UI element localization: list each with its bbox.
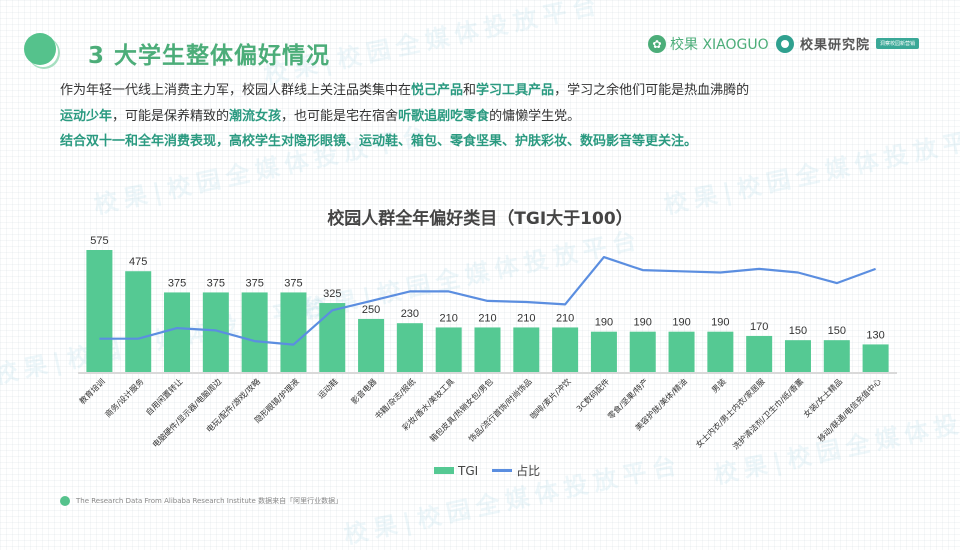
x-tick-label: 咖啡/麦片/冲饮 bbox=[528, 376, 573, 421]
bar-data-label: 210 bbox=[440, 312, 458, 324]
bar-data-label: 575 bbox=[90, 235, 108, 247]
x-tick-label: 教育培训 bbox=[77, 376, 107, 406]
bar-tgi bbox=[242, 292, 268, 372]
bar-tgi bbox=[746, 336, 772, 372]
bar-tgi bbox=[824, 340, 850, 372]
bar-data-label: 170 bbox=[750, 321, 768, 333]
bar-data-label: 210 bbox=[556, 312, 574, 324]
bars-layer bbox=[86, 250, 888, 372]
x-tick-label: 饰品/流行首饰/时尚饰品 bbox=[466, 376, 533, 443]
x-tick-label: 女装/女士精品 bbox=[801, 376, 844, 419]
bar-data-label: 190 bbox=[634, 317, 652, 329]
bar-data-label: 375 bbox=[245, 277, 263, 289]
bar-tgi bbox=[863, 344, 889, 372]
bar-tgi bbox=[513, 327, 539, 372]
bar-tgi bbox=[552, 327, 578, 372]
bar-data-label: 130 bbox=[866, 329, 884, 341]
bar-tgi bbox=[436, 327, 462, 372]
legend-bar-label: TGI bbox=[458, 464, 478, 478]
x-tick-label: 电脑硬件/显示器/电脑周边 bbox=[150, 376, 223, 449]
bar-tgi bbox=[707, 332, 733, 372]
x-tick-label: 洗护清洁剂/卫生巾/纸/香薰 bbox=[730, 376, 805, 451]
bar-tgi bbox=[475, 327, 501, 372]
x-tick-label: 移动/联通/电信充值中心 bbox=[816, 376, 883, 443]
bar-tgi bbox=[591, 332, 617, 372]
x-tick-label: 零食/坚果/特产 bbox=[605, 376, 650, 421]
x-tick-label: 影音电器 bbox=[349, 376, 379, 406]
bar-tgi bbox=[164, 292, 190, 372]
x-tick-label: 箱包皮具/热销女包/男包 bbox=[427, 376, 494, 443]
legend-line-swatch-icon bbox=[492, 469, 512, 472]
bar-data-label: 210 bbox=[478, 312, 496, 324]
footer-source: The Research Data From Alibaba Research … bbox=[60, 496, 342, 506]
bar-tgi bbox=[669, 332, 695, 372]
bar-tgi bbox=[397, 323, 423, 372]
bar-data-label: 375 bbox=[284, 277, 302, 289]
x-tick-label: 运动鞋 bbox=[316, 376, 340, 400]
x-tick-label: 商务/设计服务 bbox=[103, 376, 146, 419]
bar-data-label: 375 bbox=[168, 277, 186, 289]
x-tick-label: 3C数码配件 bbox=[574, 376, 611, 413]
footer-source-text: The Research Data From Alibaba Research … bbox=[76, 496, 342, 506]
bar-tgi bbox=[319, 303, 345, 372]
x-tick-label: 女士内衣/男士内衣/家居服 bbox=[693, 376, 766, 449]
bar-tgi bbox=[280, 292, 306, 372]
bar-data-label: 230 bbox=[401, 308, 419, 320]
legend-line-label: 占比 bbox=[516, 462, 540, 479]
bar-data-label: 325 bbox=[323, 288, 341, 300]
x-tick-label: 自用闲置转让 bbox=[143, 376, 184, 417]
bar-tgi bbox=[630, 332, 656, 372]
legend-bar-swatch-icon bbox=[434, 467, 454, 474]
bar-tgi bbox=[86, 250, 112, 372]
bar-tgi bbox=[358, 319, 384, 372]
bar-data-label: 190 bbox=[672, 317, 690, 329]
footer-dot-icon bbox=[60, 496, 70, 506]
bar-tgi bbox=[125, 271, 151, 372]
bar-data-label: 150 bbox=[828, 325, 846, 337]
x-tick-label: 男装 bbox=[709, 376, 727, 394]
bar-data-label: 150 bbox=[789, 325, 807, 337]
chart-legend: TGI 占比 bbox=[434, 462, 540, 479]
bar-data-label: 190 bbox=[711, 317, 729, 329]
bar-data-label: 375 bbox=[207, 277, 225, 289]
x-tick-label: 书籍/杂志/报纸 bbox=[372, 376, 417, 421]
bar-data-label: 475 bbox=[129, 256, 147, 268]
bar-data-label: 210 bbox=[517, 312, 535, 324]
bar-tgi bbox=[785, 340, 811, 372]
bar-data-label: 190 bbox=[595, 317, 613, 329]
bar-data-label: 250 bbox=[362, 304, 380, 316]
